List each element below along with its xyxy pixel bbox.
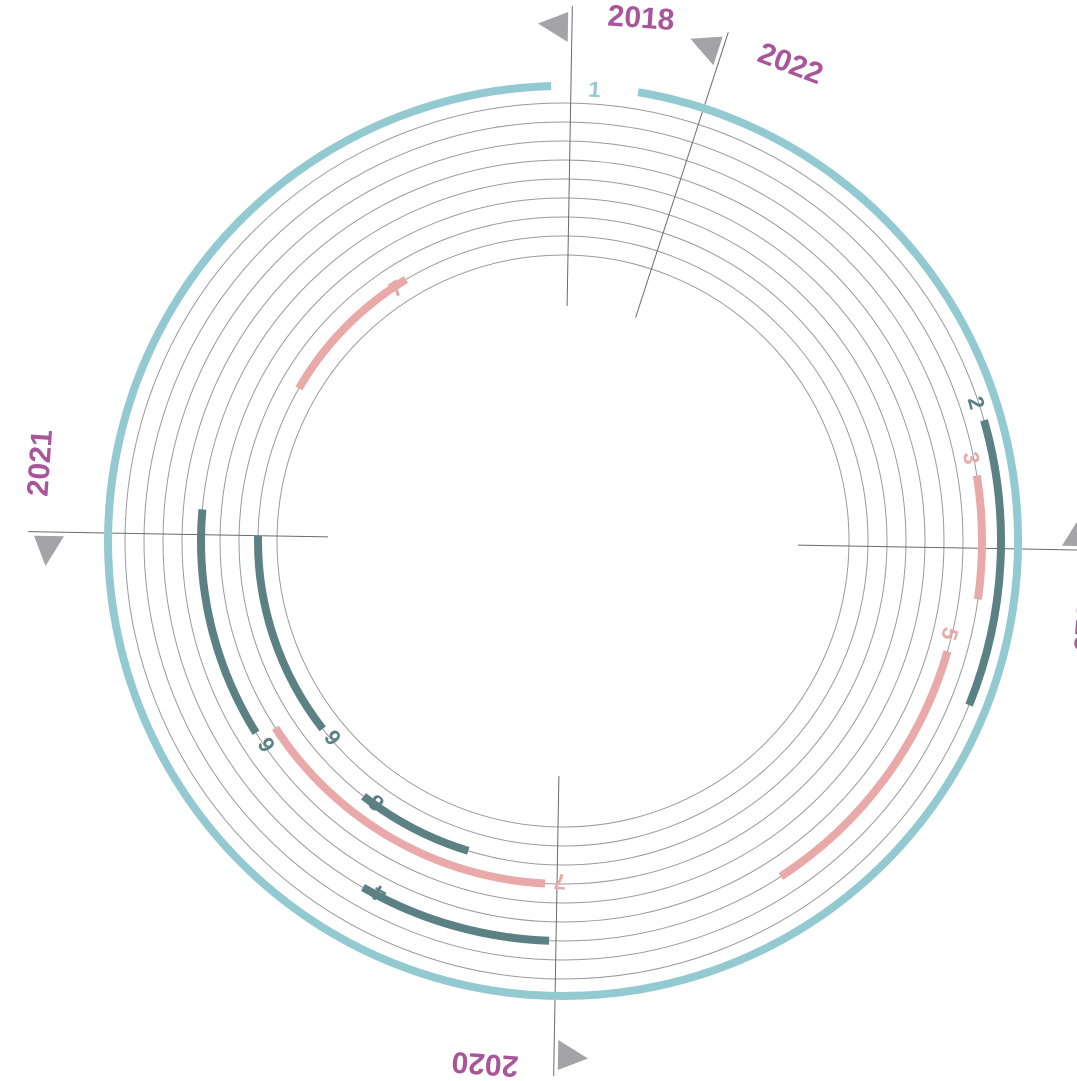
arc-segment bbox=[271, 725, 546, 888]
arc-segment bbox=[778, 650, 952, 880]
arc-layer bbox=[104, 82, 1023, 1000]
arc-segment bbox=[965, 419, 1005, 707]
year-axes: 2018 2019 2020 2021 2022 bbox=[21, 0, 1077, 1081]
arc-label: 7 bbox=[553, 869, 567, 895]
arc-segment bbox=[197, 509, 260, 735]
arc-segment bbox=[104, 82, 1023, 1000]
arc-segment bbox=[361, 883, 550, 945]
guide-ring bbox=[238, 216, 888, 866]
arc-segment bbox=[295, 276, 408, 391]
year-label: 2021 bbox=[21, 429, 59, 498]
guide-ring bbox=[162, 140, 964, 942]
arc-segment bbox=[254, 535, 326, 732]
guide-ring bbox=[276, 254, 850, 828]
year-axis-line bbox=[28, 531, 329, 538]
arc-label: 2 bbox=[963, 394, 990, 413]
year-axis-line bbox=[553, 775, 560, 1076]
guide-ring bbox=[219, 197, 907, 885]
arc-segment bbox=[361, 793, 470, 855]
year-marker-icon bbox=[538, 12, 569, 43]
year-label: 2019 bbox=[1067, 585, 1077, 654]
year-label: 2022 bbox=[753, 36, 827, 91]
year-marker-icon bbox=[34, 535, 65, 566]
arc-segment bbox=[972, 474, 986, 600]
guide-ring bbox=[200, 178, 926, 904]
year-marker-icon bbox=[1061, 516, 1077, 547]
year-marker-icon bbox=[557, 1039, 588, 1070]
year-axis-line bbox=[566, 6, 573, 307]
guide-ring bbox=[143, 121, 983, 961]
year-marker-icon bbox=[690, 36, 723, 66]
year-axis-line bbox=[797, 544, 1077, 551]
arc-label: 1 bbox=[588, 77, 602, 103]
guide-ring bbox=[181, 159, 945, 923]
year-label: 2018 bbox=[607, 0, 676, 37]
arc-label: 3 bbox=[958, 450, 985, 466]
year-label: 2020 bbox=[451, 1045, 520, 1081]
year-axis-line bbox=[635, 32, 729, 318]
arc-label: 5 bbox=[936, 625, 963, 644]
